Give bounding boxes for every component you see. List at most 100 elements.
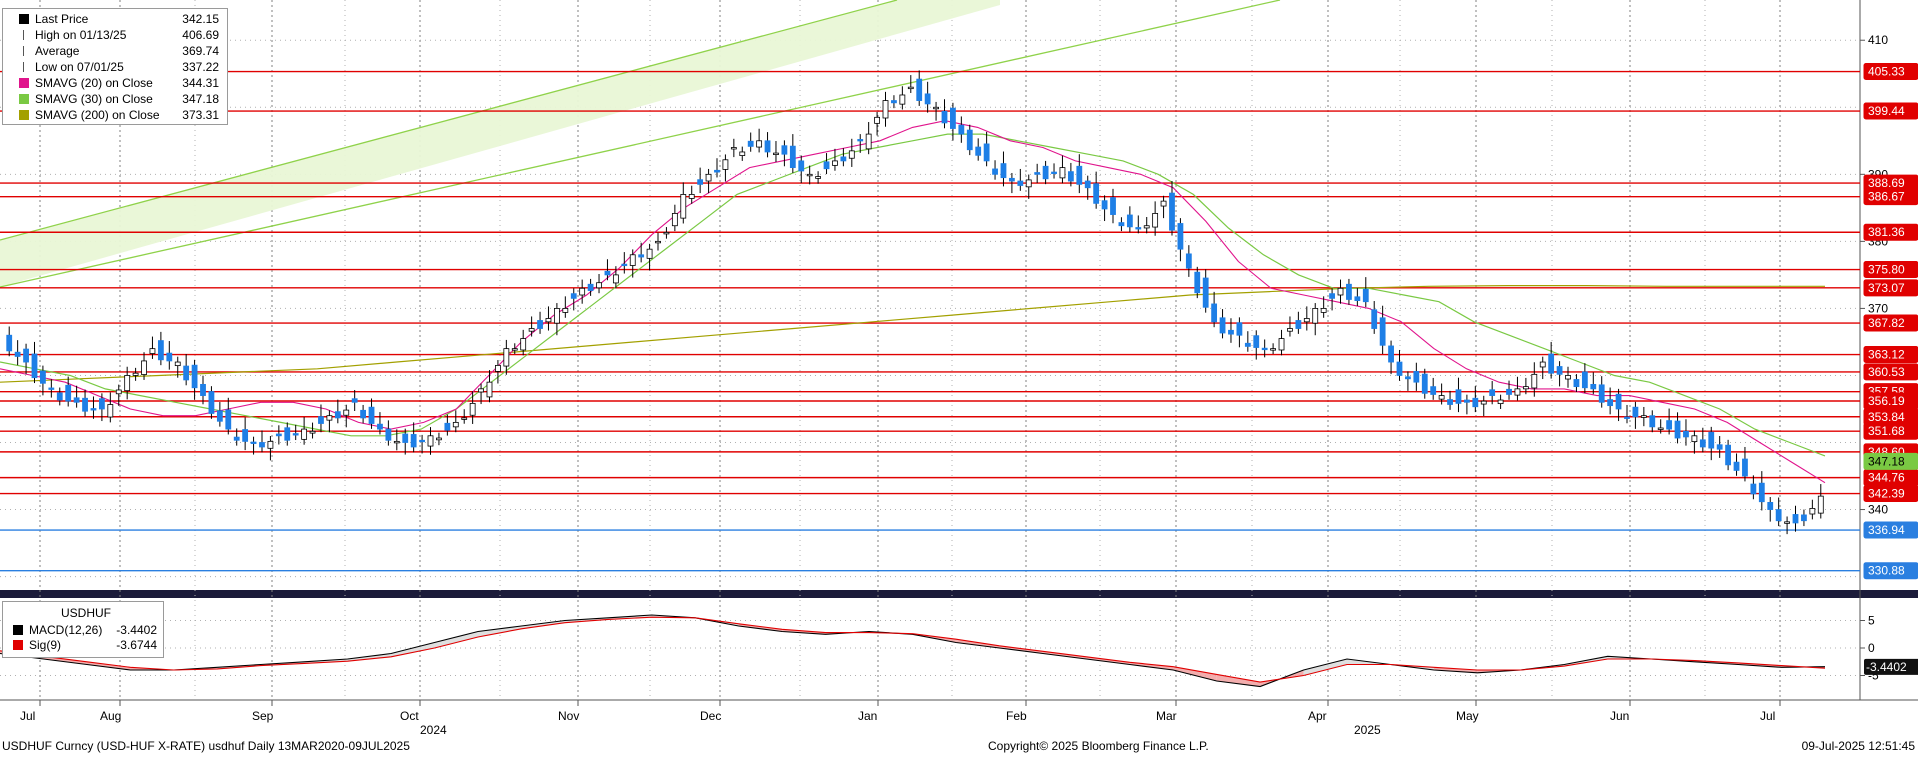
down-candle: [1775, 509, 1782, 522]
down-candle: [1716, 444, 1723, 450]
down-candle: [1447, 399, 1453, 405]
down-candle: [1101, 200, 1108, 210]
up-candle: [1809, 508, 1816, 515]
up-candle: [1691, 435, 1698, 443]
down-candle: [1615, 393, 1622, 410]
macd-histogram-area: [86, 661, 131, 670]
support-level-tag: 336.94: [1868, 523, 1905, 537]
down-candle: [714, 169, 720, 173]
down-candle: [1632, 406, 1639, 418]
legend-swatch: [19, 94, 29, 104]
macd-value-tag-box: [1864, 658, 1918, 675]
down-candle: [1194, 271, 1201, 294]
month-label: Jan: [858, 709, 877, 723]
down-candle: [1598, 384, 1605, 403]
signal-swatch: [13, 640, 23, 650]
macd-histogram-area: [391, 642, 435, 657]
macd-histogram-area: [43, 656, 87, 665]
down-candle: [781, 145, 788, 155]
up-candle: [149, 348, 156, 354]
month-label: Jul: [1760, 709, 1775, 723]
down-candle: [1388, 345, 1394, 363]
year-label: 2024: [420, 723, 447, 737]
up-candle: [933, 106, 939, 110]
down-candle: [242, 429, 249, 442]
down-candle: [1034, 172, 1041, 175]
channel-lower-line: [0, 0, 1281, 288]
down-candle: [1219, 317, 1226, 334]
legend-label: SMAVG (200) on Close: [35, 108, 160, 122]
month-label: Apr: [1308, 709, 1327, 723]
level-tag-box: [1863, 346, 1918, 364]
month-label: Oct: [400, 709, 419, 723]
up-candle: [495, 364, 501, 372]
up-candle: [1640, 415, 1647, 418]
legend-swatch: [23, 46, 30, 56]
up-candle: [1657, 427, 1664, 430]
down-candle: [1649, 415, 1656, 428]
up-candle: [646, 248, 653, 259]
macd-value-tag: -3.4402: [1866, 660, 1907, 674]
level-tag-box: [1863, 188, 1918, 206]
footer-timestamp: 09-Jul-2025 12:51:45: [1801, 739, 1915, 753]
down-candle: [1792, 514, 1799, 524]
up-candle: [124, 375, 131, 392]
up-candle: [1337, 287, 1344, 296]
up-candle: [579, 287, 586, 296]
up-candle: [1320, 308, 1327, 313]
down-candle: [1093, 183, 1100, 204]
down-candle: [444, 422, 451, 431]
sma200-line: [0, 285, 1825, 383]
down-candle: [385, 428, 392, 441]
down-candle: [1067, 171, 1074, 182]
legend-row: High on 01/13/25 406.69: [7, 28, 223, 42]
up-candle: [1817, 495, 1824, 514]
macd-histogram-area: [1303, 659, 1348, 676]
down-candle: [638, 254, 645, 258]
up-candle: [688, 194, 695, 199]
down-candle: [351, 398, 358, 403]
macd-legend-row: MACD(12,26) -3.4402: [7, 623, 157, 637]
down-candle: [208, 391, 215, 414]
up-candle: [848, 150, 855, 159]
up-candle: [1497, 399, 1504, 405]
macd-histogram-area: [521, 620, 565, 629]
up-candle: [629, 254, 636, 266]
down-candle: [916, 78, 923, 101]
legend-row: Low on 07/01/25 337.22: [7, 60, 223, 74]
price-tick-label: 410: [1868, 33, 1888, 47]
level-tag-box: [1863, 223, 1918, 241]
down-candle: [958, 124, 965, 135]
down-candle: [410, 434, 417, 448]
month-label: Nov: [558, 709, 579, 723]
signal-line: [0, 616, 1826, 683]
level-tag-box: [1863, 314, 1918, 332]
up-candle: [722, 159, 729, 170]
month-label: Jul: [20, 709, 35, 723]
up-candle: [730, 147, 737, 150]
down-candle: [1228, 329, 1234, 335]
level-tag-box: [1863, 261, 1918, 279]
down-candle: [823, 161, 830, 170]
up-candle: [511, 348, 518, 351]
down-candle: [941, 110, 948, 124]
up-candle: [1270, 348, 1277, 351]
legend-swatch: [19, 78, 29, 88]
level-tag: 367.82: [1868, 316, 1905, 330]
year-label: 2025: [1354, 723, 1381, 737]
up-candle: [343, 409, 350, 416]
down-candle: [292, 433, 299, 436]
legend-swatch: [23, 62, 30, 72]
channel-upper-line: [0, 0, 898, 241]
panel-divider: [0, 590, 1918, 598]
down-candle: [1801, 514, 1807, 522]
up-candle: [528, 328, 535, 332]
macd-swatch: [13, 625, 23, 635]
level-tag-box: [1863, 422, 1918, 440]
up-candle: [1287, 328, 1293, 332]
up-candle: [301, 428, 308, 440]
down-candle: [857, 139, 864, 142]
down-candle: [259, 442, 265, 448]
legend-value: 347.18: [182, 92, 219, 106]
